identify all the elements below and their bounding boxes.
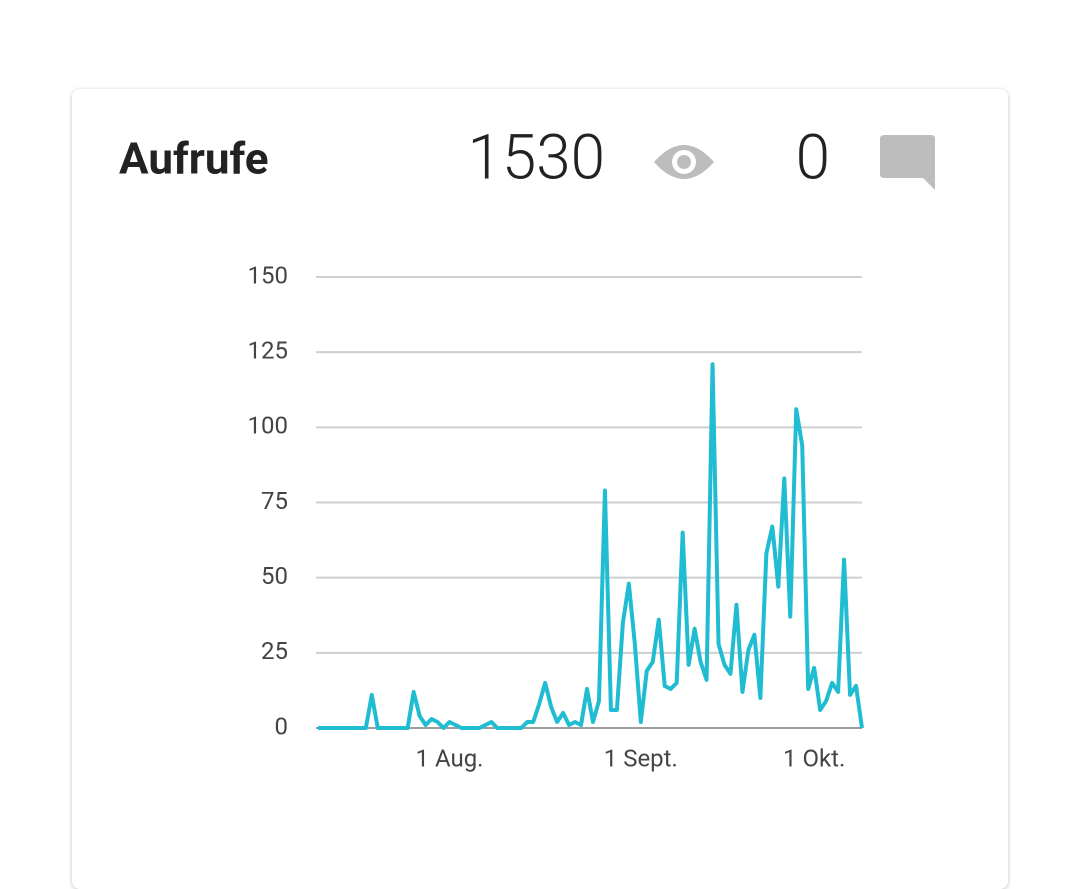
x-tick-label: 1 Okt.: [783, 744, 845, 772]
y-tick-label: 150: [248, 261, 288, 289]
card-title: Aufrufe: [119, 133, 268, 185]
y-tick-label: 100: [248, 412, 288, 440]
y-tick-label: 0: [275, 712, 289, 740]
y-tick-label: 25: [261, 637, 288, 665]
x-tick-label: 1 Aug.: [416, 744, 484, 772]
y-tick-label: 75: [261, 487, 288, 515]
comments-count: 0: [796, 121, 830, 194]
eye-icon: [654, 145, 714, 179]
y-tick-label: 50: [261, 562, 288, 590]
comment-icon: [880, 135, 935, 190]
y-tick-label: 125: [248, 337, 288, 365]
page: Aufrufe 1530 0 0 25 50 75 100 125 150 1 Aug. 1 S…: [119, 121, 935, 773]
x-tick-label: 1 Sept.: [604, 744, 678, 772]
chart: Aufrufe 1530 0 0 25 50 75 100 125 150 1 Aug. 1 S…: [119, 121, 935, 772]
line-series: [318, 362, 864, 730]
stats-card: [72, 89, 1008, 889]
views-count: 1530: [467, 121, 605, 194]
